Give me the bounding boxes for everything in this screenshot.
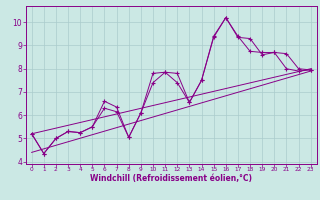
X-axis label: Windchill (Refroidissement éolien,°C): Windchill (Refroidissement éolien,°C) xyxy=(90,174,252,183)
